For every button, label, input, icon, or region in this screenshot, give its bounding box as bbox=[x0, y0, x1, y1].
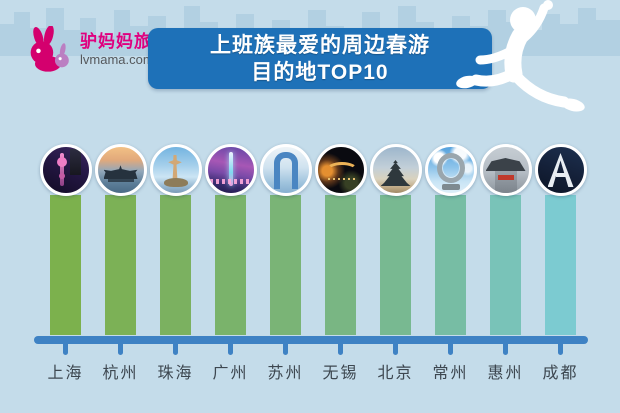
city-label: 杭州 bbox=[102, 365, 139, 382]
city-photo bbox=[39, 144, 92, 196]
ranking-bar bbox=[50, 195, 81, 335]
chart-column: 常州 bbox=[423, 144, 478, 383]
ranking-bar bbox=[160, 195, 191, 335]
axis-tick bbox=[448, 343, 453, 355]
city-label: 珠海 bbox=[157, 365, 194, 382]
ranking-bar bbox=[545, 195, 576, 335]
chart-column: 成都 bbox=[533, 144, 588, 383]
city-label: 北京 bbox=[377, 365, 414, 382]
chart-column: 北京 bbox=[368, 144, 423, 383]
ranking-bar bbox=[325, 195, 356, 335]
brand-domain: lvmama.com bbox=[80, 52, 154, 68]
title-banner: 上班族最爱的周边春游 目的地TOP10 bbox=[148, 28, 492, 89]
title-line-1: 上班族最爱的周边春游 bbox=[210, 33, 430, 57]
chart-column: 上海 bbox=[38, 144, 93, 383]
city-photo bbox=[259, 144, 312, 196]
axis-tick bbox=[118, 343, 123, 355]
city-label: 苏州 bbox=[267, 365, 304, 382]
city-photo bbox=[314, 144, 367, 196]
chart-column: 珠海 bbox=[148, 144, 203, 383]
axis-tick bbox=[173, 343, 178, 355]
city-photo bbox=[479, 144, 532, 196]
rabbit-icon bbox=[30, 26, 69, 72]
city-photo bbox=[369, 144, 422, 196]
ranking-bar bbox=[490, 195, 521, 335]
brand-name: 驴妈妈旅游 bbox=[80, 32, 170, 52]
city-photo bbox=[424, 144, 477, 196]
chart-column: 无锡 bbox=[313, 144, 368, 383]
axis-tick bbox=[283, 343, 288, 355]
ranking-bar bbox=[215, 195, 246, 335]
chart-column: 苏州 bbox=[258, 144, 313, 383]
ranking-bar bbox=[270, 195, 301, 335]
city-label: 惠州 bbox=[487, 365, 524, 382]
city-photo bbox=[204, 144, 257, 196]
axis-tick bbox=[228, 343, 233, 355]
city-label: 常州 bbox=[432, 365, 469, 382]
axis-tick bbox=[393, 343, 398, 355]
axis-tick bbox=[338, 343, 343, 355]
axis-tick bbox=[503, 343, 508, 355]
bar-chart: 上海 杭州 珠海 广州 苏州 bbox=[38, 144, 588, 383]
city-label: 上海 bbox=[47, 365, 84, 382]
city-photo bbox=[149, 144, 202, 196]
ranking-bar bbox=[380, 195, 411, 335]
running-person-icon bbox=[456, 0, 585, 112]
ranking-bar bbox=[435, 195, 466, 335]
chart-column: 惠州 bbox=[478, 144, 533, 383]
city-label: 成都 bbox=[542, 365, 579, 382]
city-photo bbox=[94, 144, 147, 196]
axis-tick bbox=[558, 343, 563, 355]
lvmama-logo: 驴妈妈旅游 lvmama.com bbox=[22, 26, 170, 74]
axis-tick bbox=[63, 343, 68, 355]
city-photo bbox=[534, 144, 587, 196]
chart-column: 广州 bbox=[203, 144, 258, 383]
ranking-bar bbox=[105, 195, 136, 335]
city-label: 广州 bbox=[212, 365, 249, 382]
title-line-2: 目的地TOP10 bbox=[251, 60, 389, 84]
chart-column: 杭州 bbox=[93, 144, 148, 383]
axis-line bbox=[34, 336, 588, 344]
city-label: 无锡 bbox=[322, 365, 359, 382]
